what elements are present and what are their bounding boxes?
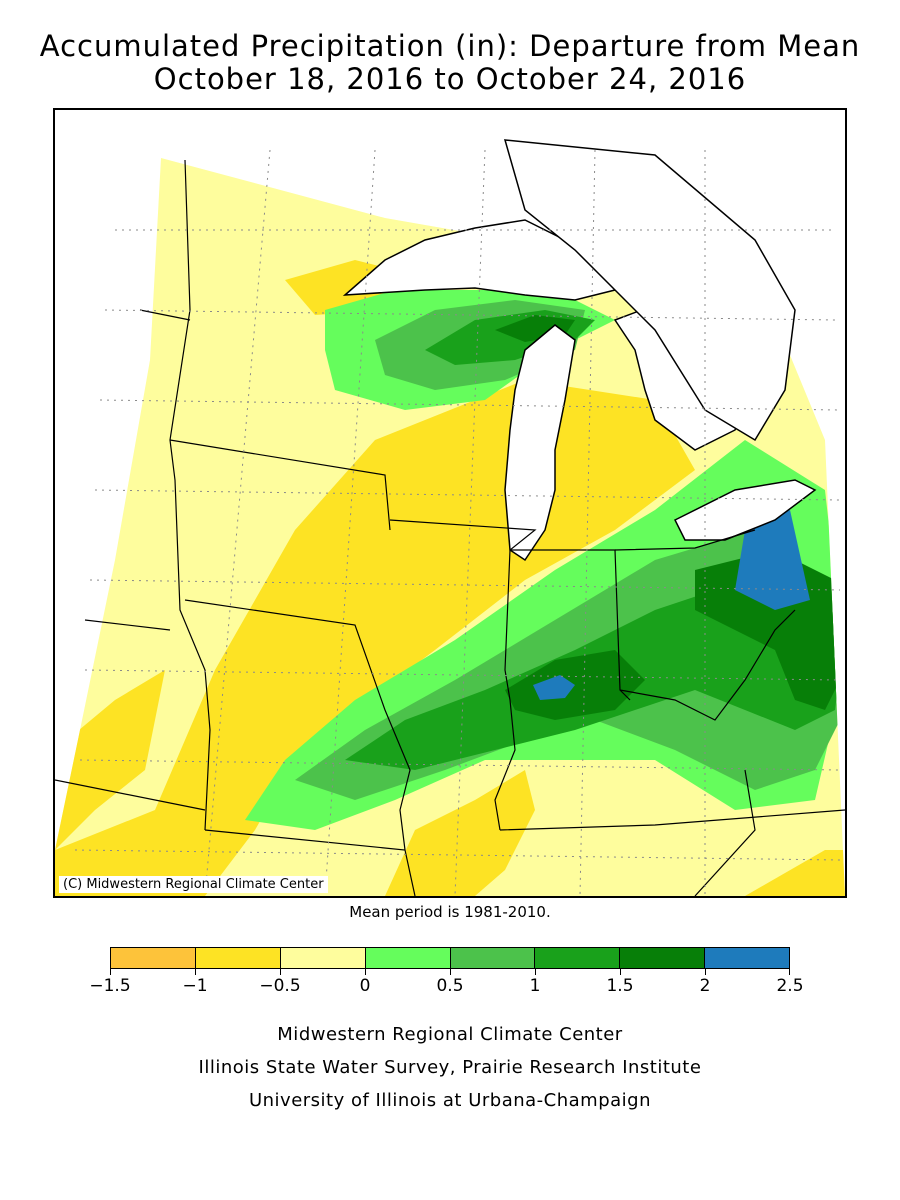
legend-tick bbox=[195, 969, 196, 975]
graticule bbox=[74, 149, 841, 896]
legend-tick bbox=[450, 969, 451, 975]
legend-swatch bbox=[620, 948, 706, 968]
map-title: Accumulated Precipitation (in): Departur… bbox=[0, 30, 900, 96]
fill-above-mean-2-2.5 bbox=[533, 675, 575, 700]
legend-swatch bbox=[535, 948, 621, 968]
copyright-label: (C) Midwestern Regional Climate Center bbox=[59, 876, 328, 893]
legend-tick bbox=[365, 969, 366, 975]
legend-swatch bbox=[450, 948, 536, 968]
legend-colorbar bbox=[110, 947, 790, 969]
legend-tick-label: −1 bbox=[182, 976, 208, 996]
credit-line-3: University of Illinois at Urbana-Champai… bbox=[248, 1090, 652, 1111]
great-lakes bbox=[342, 139, 817, 562]
credits: Midwestern Regional Climate Center Illin… bbox=[0, 1018, 900, 1117]
mean-period-note: Mean period is 1981-2010. bbox=[349, 903, 551, 921]
legend-tick bbox=[705, 969, 706, 975]
legend-swatch bbox=[280, 948, 366, 968]
legend-swatch bbox=[705, 948, 789, 968]
north-of-lakes bbox=[503, 139, 796, 442]
legend-tick-label: 1.5 bbox=[606, 976, 634, 996]
title-line-1: Accumulated Precipitation (in): Departur… bbox=[39, 29, 861, 63]
credit-line-2: Illinois State Water Survey, Prairie Res… bbox=[198, 1057, 702, 1078]
legend-tick-label: 0 bbox=[359, 976, 371, 996]
map-canvas bbox=[55, 139, 845, 896]
lake-michigan bbox=[504, 324, 576, 562]
legend-tick bbox=[280, 969, 281, 975]
legend-tick-label: 2.5 bbox=[776, 976, 804, 996]
fill-below-mean bbox=[385, 770, 535, 896]
lake-erie bbox=[673, 479, 817, 541]
legend-swatch bbox=[111, 948, 196, 968]
legend-tick bbox=[789, 969, 790, 975]
legend-swatch bbox=[365, 948, 451, 968]
legend-tick bbox=[620, 969, 621, 975]
legend-tick-label: 1 bbox=[529, 976, 541, 996]
legend-ticks: −1.5 −1 −0.5 0 0.5 1 1.5 2 2.5 bbox=[89, 969, 804, 999]
title-line-2: October 18, 2016 to October 24, 2016 bbox=[153, 62, 747, 96]
state-boundaries bbox=[55, 159, 845, 896]
legend-tick-label: −1.5 bbox=[89, 976, 131, 996]
legend-tick-label: 2 bbox=[699, 976, 711, 996]
credit-line-1: Midwestern Regional Climate Center bbox=[277, 1024, 623, 1045]
legend-swatch bbox=[195, 948, 281, 968]
legend-tick-label: 0.5 bbox=[436, 976, 464, 996]
precipitation-map: (C) Midwestern Regional Climate Center bbox=[53, 108, 847, 898]
legend-tick bbox=[535, 969, 536, 975]
fill-above-mean-2-2.5 bbox=[735, 510, 810, 610]
legend-tick bbox=[110, 969, 111, 975]
fill-below-mean bbox=[745, 850, 845, 896]
legend-tick-label: −0.5 bbox=[259, 976, 301, 996]
